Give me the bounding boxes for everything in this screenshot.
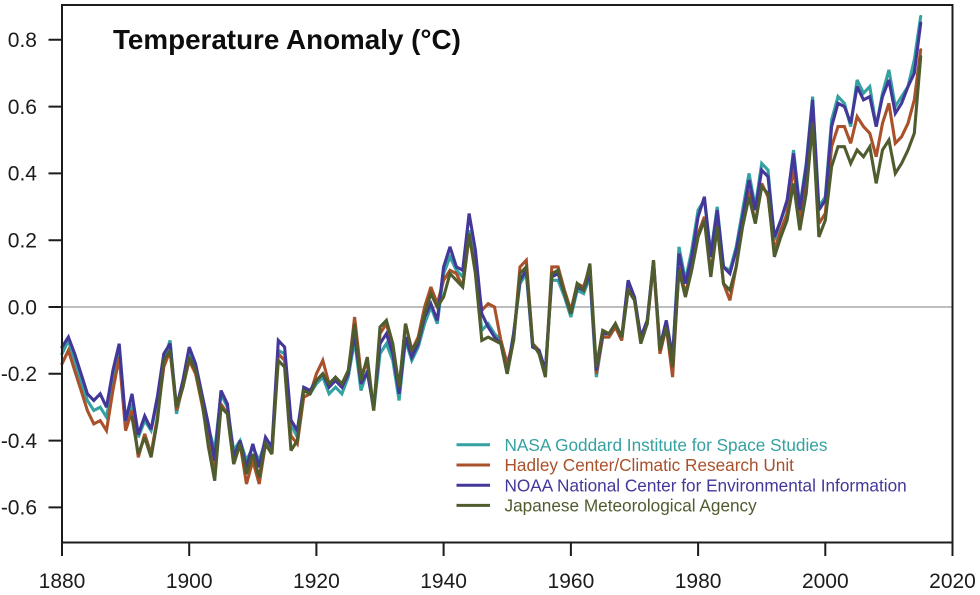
svg-text:1880: 1880 bbox=[39, 570, 86, 593]
svg-text:0.0: 0.0 bbox=[8, 296, 37, 319]
svg-text:-0.4: -0.4 bbox=[1, 430, 38, 453]
svg-text:0.2: 0.2 bbox=[8, 230, 37, 253]
svg-text:1960: 1960 bbox=[548, 570, 595, 593]
svg-text:Japanese Meteorological Agency: Japanese Meteorological Agency bbox=[505, 496, 758, 516]
svg-text:Hadley Center/Climatic Researc: Hadley Center/Climatic Research Unit bbox=[505, 455, 795, 475]
svg-text:1900: 1900 bbox=[166, 570, 213, 593]
svg-text:-0.6: -0.6 bbox=[1, 497, 37, 520]
svg-text:2000: 2000 bbox=[802, 570, 849, 593]
svg-text:0.6: 0.6 bbox=[8, 96, 37, 119]
svg-text:0.8: 0.8 bbox=[8, 29, 37, 52]
svg-text:2020: 2020 bbox=[929, 570, 976, 593]
svg-text:1980: 1980 bbox=[675, 570, 722, 593]
svg-text:0.4: 0.4 bbox=[8, 163, 38, 186]
svg-text:1920: 1920 bbox=[293, 570, 340, 593]
svg-text:Temperature Anomaly (°C): Temperature Anomaly (°C) bbox=[113, 24, 461, 55]
svg-text:NASA Goddard Institute for Spa: NASA Goddard Institute for Space Studies bbox=[505, 435, 828, 455]
svg-text:1940: 1940 bbox=[420, 570, 467, 593]
svg-text:-0.2: -0.2 bbox=[1, 363, 37, 386]
svg-text:NOAA National Center for Envir: NOAA National Center for Environmental I… bbox=[505, 475, 907, 495]
